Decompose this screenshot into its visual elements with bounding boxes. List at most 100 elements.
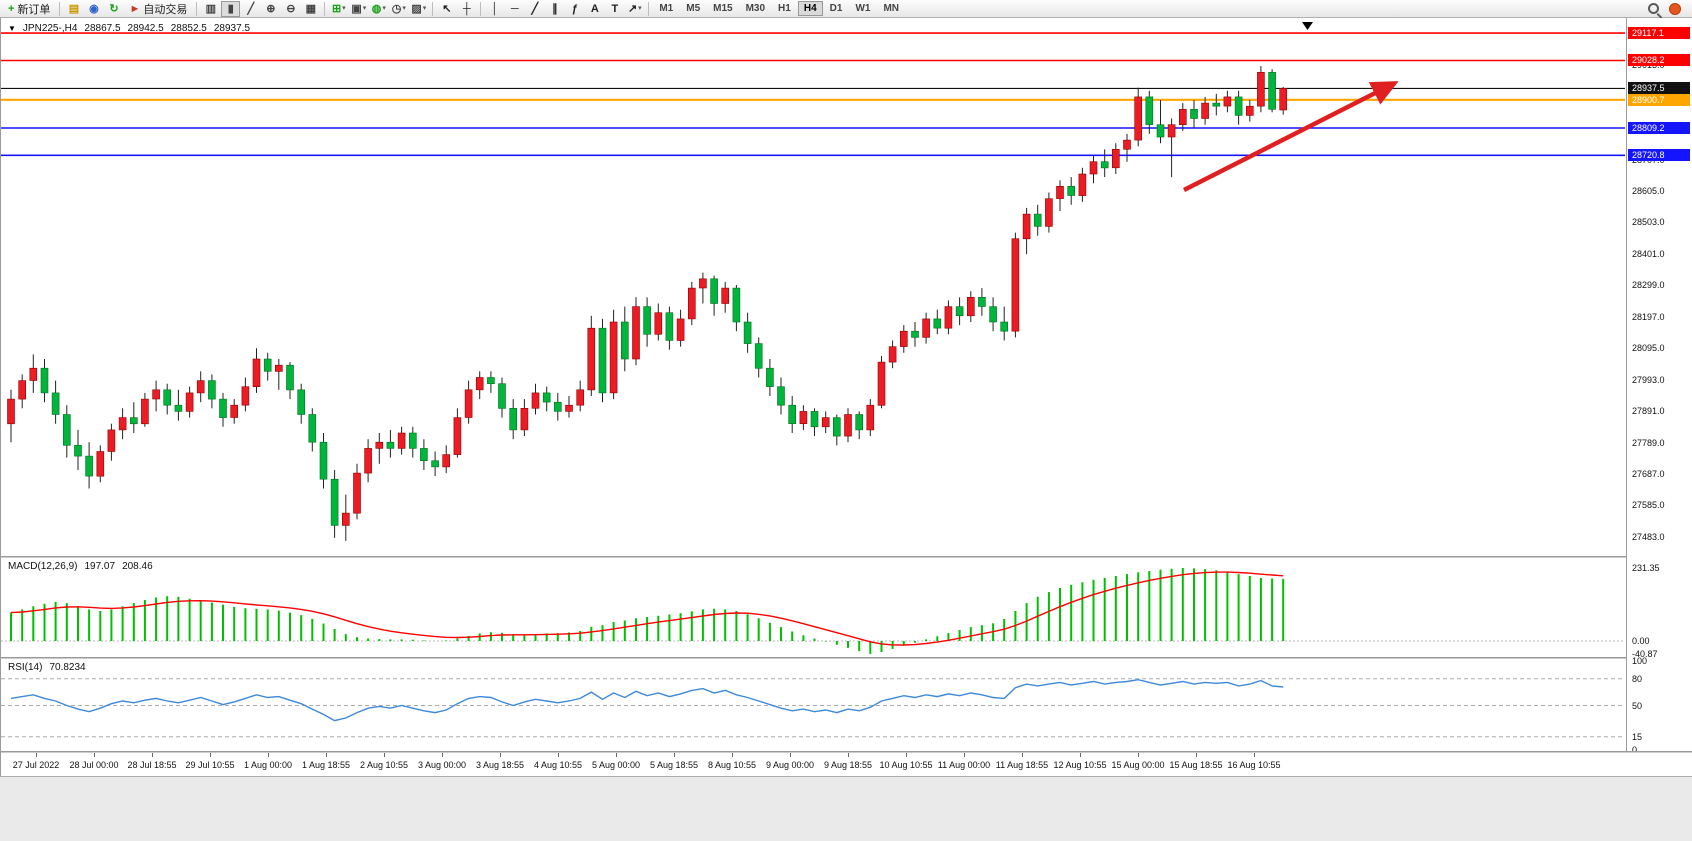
horizontal-line-icon-glyph-icon: ─ xyxy=(510,2,519,15)
profiles-icon[interactable]: ▣ ▾ xyxy=(349,1,368,17)
templates-icon[interactable]: ▨ ▾ xyxy=(409,1,428,17)
rsi-canvas[interactable] xyxy=(1,659,1625,751)
toolbar-separator xyxy=(648,1,650,16)
rsi-label: RSI(14) 70.8234 xyxy=(8,662,86,673)
pane-separator[interactable] xyxy=(1,556,1692,558)
time-axis-tick xyxy=(674,753,675,757)
macd-pane[interactable]: MACD(12,26,9) 197.07 208.46 xyxy=(1,558,1625,657)
dropdown-caret-icon: ▾ xyxy=(342,4,346,12)
line-chart-icon-glyph-icon: ╱ xyxy=(247,2,255,15)
rsi-scale-label: 0 xyxy=(1632,745,1638,751)
dropdown-caret-icon: ▾ xyxy=(362,4,367,12)
refresh-icon[interactable]: ↻ xyxy=(104,1,123,17)
time-axis-label: 1 Aug 18:55 xyxy=(301,760,351,770)
main-chart-canvas[interactable] xyxy=(1,18,1625,556)
time-axis-tick xyxy=(384,753,385,757)
arrows-icon[interactable]: ↗ ▾ xyxy=(625,1,644,17)
timeframe-m5-button[interactable]: M5 xyxy=(686,3,701,14)
text-label-icon[interactable]: T xyxy=(605,1,624,17)
price-grid-label: 28605.0 xyxy=(1632,186,1665,196)
metaeditor-icon[interactable]: ▤ xyxy=(64,1,83,17)
toolbar: + 新订单 ▤ ◉ ↻ ► 自动交易 ▥ ▮ ╱ ⊕ ⊖ ▦ ⊞ ▾ ▣ ▾ ◍ ▾ ◷ ▾ ▨ ▾ ↖ ┼ │ ─ ╱ ∥ ƒ A T ↗ ▾ M… xyxy=(0,0,1692,18)
trend-arrow[interactable] xyxy=(1182,81,1399,193)
candle-bodies xyxy=(7,71,1287,526)
cursor-icon[interactable]: ↖ xyxy=(437,1,456,17)
time-axis-tick xyxy=(268,753,269,757)
zoom-in-icon[interactable]: ⊕ xyxy=(261,1,280,17)
price-grid-label: 28197.0 xyxy=(1632,312,1665,322)
auto-trading-button-label: 自动交易 xyxy=(143,3,188,16)
rsi-scale-label: 100 xyxy=(1632,656,1648,666)
new-order-button-label: 新订单 xyxy=(17,3,51,16)
tile-windows-icon[interactable]: ▦ xyxy=(301,1,320,17)
timeframe-h4-button[interactable]: H4 xyxy=(797,1,823,16)
timeframe-m1-button[interactable]: M1 xyxy=(659,3,674,14)
dropdown-caret-icon: ▾ xyxy=(402,4,406,12)
equidistant-channel-icon-glyph-icon: ∥ xyxy=(552,2,558,15)
horizontal-line-icon[interactable]: ─ xyxy=(505,1,524,17)
pane-separator[interactable] xyxy=(1,657,1692,659)
bar-shift-marker-icon[interactable] xyxy=(1302,22,1313,30)
main-chart-pane[interactable]: ▼ JPN225-,H4 28867.5 28942.5 28852.5 289… xyxy=(1,18,1625,556)
time-axis-label: 27 Jul 2022 xyxy=(12,760,60,770)
notification-icon[interactable] xyxy=(1669,2,1681,15)
timeframe-w1-button[interactable]: W1 xyxy=(855,3,871,14)
zoom-out-icon[interactable]: ⊖ xyxy=(281,1,300,17)
time-axis-tick xyxy=(1196,753,1197,757)
line-chart-icon[interactable]: ╱ xyxy=(241,1,260,17)
macd-label: MACD(12,26,9) 197.07 208.46 xyxy=(8,561,153,572)
time-axis-tick xyxy=(152,753,153,757)
market-watch-icon[interactable]: ◉ xyxy=(84,1,103,17)
bar-chart-icon-glyph-icon: ▥ xyxy=(205,2,217,15)
rsi-scale-label: 50 xyxy=(1632,701,1643,711)
macd-scale-label: 0.00 xyxy=(1632,636,1650,646)
arrows-icon-glyph-icon: ↗ xyxy=(627,2,638,15)
trendline-icon-glyph-icon: ╱ xyxy=(531,2,539,15)
time-axis-tick xyxy=(906,753,907,757)
rsi-pane[interactable]: RSI(14) 70.8234 xyxy=(1,659,1625,751)
time-axis-label: 11 Aug 18:55 xyxy=(995,760,1049,770)
search-icon[interactable] xyxy=(1648,3,1659,14)
new-order-button[interactable]: + 新订单 xyxy=(3,1,55,17)
time-axis[interactable]: 27 Jul 2022 28 Jul 00:00 28 Jul 18:55 29 Ju… xyxy=(1,753,1692,776)
macd-scale-label: 231.35 xyxy=(1632,563,1660,573)
one-click-trading-icon[interactable]: ▼ xyxy=(8,24,16,33)
indicators-icon[interactable]: ◍ ▾ xyxy=(369,1,388,17)
dropdown-caret-icon: ▾ xyxy=(422,4,427,12)
trendline-icon[interactable]: ╱ xyxy=(525,1,544,17)
crosshair-icon[interactable]: ┼ xyxy=(457,1,476,17)
equidistant-channel-icon[interactable]: ∥ xyxy=(545,1,564,17)
timeframe-d1-button[interactable]: D1 xyxy=(829,3,843,14)
candlestick-chart-icon[interactable]: ▮ xyxy=(221,0,241,17)
pane-separator[interactable] xyxy=(1,751,1692,753)
fibonacci-icon[interactable]: ƒ xyxy=(565,1,584,17)
price-line-badge: 28900.7 xyxy=(1628,94,1690,106)
time-axis-tick xyxy=(732,753,733,757)
time-axis-tick xyxy=(36,753,37,757)
refresh-icon-glyph-icon: ↻ xyxy=(109,2,119,15)
candle-wicks xyxy=(10,66,1284,541)
timeframe-m30-button[interactable]: M30 xyxy=(745,3,766,14)
text-icon[interactable]: A xyxy=(585,1,604,17)
price-scale[interactable]: 29013.028911.028809.028707.028605.028503… xyxy=(1626,18,1692,751)
time-axis-tick xyxy=(964,753,965,757)
macd-canvas[interactable] xyxy=(1,558,1625,657)
text-label-icon-glyph-icon: T xyxy=(611,2,619,15)
tile-windows-icon-glyph-icon: ▦ xyxy=(305,2,317,15)
time-axis-tick xyxy=(790,753,791,757)
timeframe-h1-button[interactable]: H1 xyxy=(778,3,791,14)
time-axis-tick xyxy=(94,753,95,757)
timeframe-m15-button[interactable]: M15 xyxy=(713,3,733,14)
vertical-line-icon[interactable]: │ xyxy=(485,1,504,17)
market-watch-icon-glyph-icon: ◉ xyxy=(89,2,99,15)
timeframe-mn-button[interactable]: MN xyxy=(883,3,899,14)
periods-icon[interactable]: ◷ ▾ xyxy=(389,1,408,17)
time-axis-label: 1 Aug 00:00 xyxy=(243,760,293,770)
time-axis-tick xyxy=(1080,753,1081,757)
new-chart-icon[interactable]: ⊞ ▾ xyxy=(329,1,348,17)
fibonacci-icon-glyph-icon: ƒ xyxy=(571,2,578,15)
bar-chart-icon[interactable]: ▥ xyxy=(201,1,220,17)
ohlc-open: 28867.5 xyxy=(84,23,121,34)
rsi-name: RSI(14) xyxy=(8,662,43,673)
auto-trading-button[interactable]: ► 自动交易 xyxy=(124,1,192,17)
